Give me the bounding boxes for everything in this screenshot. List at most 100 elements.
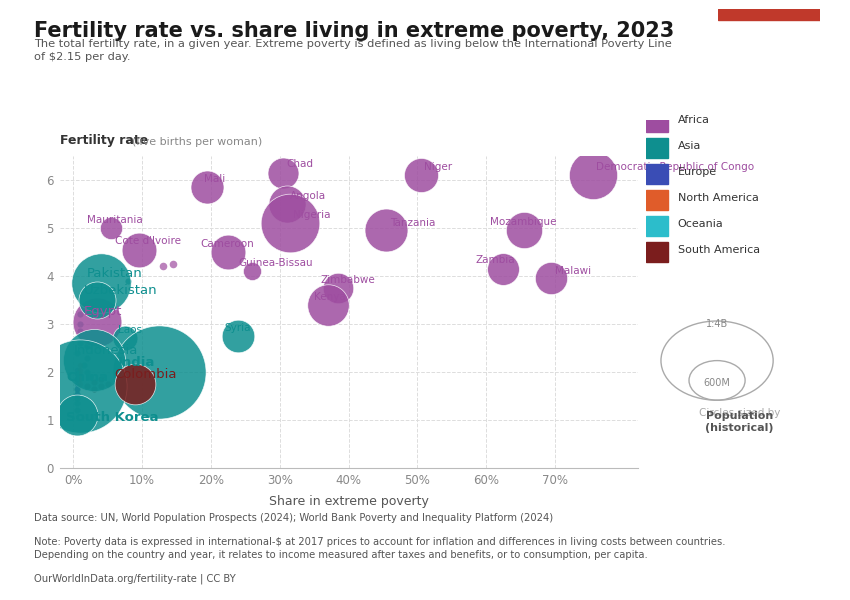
Text: Malawi: Malawi	[555, 266, 591, 275]
Text: (live births per woman): (live births per woman)	[132, 137, 262, 147]
Text: Uzbekistan: Uzbekistan	[83, 284, 157, 296]
Point	[132, 245, 145, 254]
Point	[517, 226, 530, 235]
Point	[280, 199, 293, 209]
Point	[91, 317, 105, 326]
Text: North America: North America	[677, 193, 759, 203]
Text: Chad: Chad	[286, 160, 314, 169]
Point	[152, 367, 166, 377]
Point	[283, 218, 297, 228]
Point	[105, 223, 118, 233]
Text: Population
(historical): Population (historical)	[706, 411, 774, 433]
Text: Colombia: Colombia	[115, 368, 177, 381]
Text: Cameroon: Cameroon	[201, 239, 254, 249]
Text: Nigeria: Nigeria	[293, 211, 331, 220]
Text: Pakistan: Pakistan	[87, 267, 143, 280]
Point	[73, 382, 87, 391]
Point	[76, 360, 90, 370]
Point	[83, 372, 97, 382]
Text: South Korea: South Korea	[66, 411, 159, 424]
Point	[70, 389, 83, 398]
Point	[70, 398, 83, 408]
Point	[80, 367, 94, 377]
Point	[70, 365, 83, 374]
Point	[221, 247, 235, 257]
Point	[94, 382, 108, 391]
Point	[156, 262, 169, 271]
Text: Zambia: Zambia	[476, 256, 515, 265]
Text: Oceania: Oceania	[677, 219, 723, 229]
Text: Niger: Niger	[424, 162, 452, 172]
Text: Syria: Syria	[224, 323, 251, 332]
Text: Egypt: Egypt	[83, 305, 122, 318]
Point	[70, 389, 83, 398]
Point	[87, 377, 100, 386]
Text: Data source: UN, World Population Prospects (2024); World Bank Poverty and Inequ: Data source: UN, World Population Prospe…	[34, 513, 553, 523]
Point	[118, 334, 132, 343]
Point	[167, 259, 180, 269]
Point	[128, 379, 142, 389]
Text: Note: Poverty data is expressed in international-$ at 2017 prices to account for: Note: Poverty data is expressed in inter…	[34, 537, 726, 560]
Point	[87, 384, 100, 394]
Point	[73, 360, 87, 370]
Text: OurWorldInData.org/fertility-rate | CC BY: OurWorldInData.org/fertility-rate | CC B…	[34, 573, 235, 583]
Text: Europe: Europe	[677, 167, 717, 177]
Point	[73, 326, 87, 336]
Point	[70, 394, 83, 403]
Point	[87, 355, 100, 365]
Text: Angola: Angola	[290, 191, 326, 201]
Text: Guinea-Bissau: Guinea-Bissau	[238, 259, 313, 268]
Text: in Data: in Data	[748, 49, 790, 59]
Point	[70, 374, 83, 384]
Text: Fertility rate vs. share living in extreme poverty, 2023: Fertility rate vs. share living in extre…	[34, 21, 674, 41]
Point	[70, 370, 83, 379]
Bar	[646, 164, 668, 184]
Text: Fertility rate: Fertility rate	[60, 134, 148, 147]
Point	[545, 274, 558, 283]
Point	[122, 276, 135, 286]
Point	[73, 338, 87, 348]
Text: Laos: Laos	[118, 325, 142, 335]
Bar	[718, 9, 820, 20]
Point	[73, 319, 87, 329]
Text: Asia: Asia	[677, 141, 701, 151]
Bar	[646, 216, 668, 236]
Text: 1:4B: 1:4B	[706, 319, 728, 329]
Point	[101, 379, 115, 389]
Text: India: India	[118, 356, 156, 368]
Point	[73, 370, 87, 379]
Point	[414, 170, 428, 180]
Text: The total fertility rate, in a given year. Extreme poverty is defined as living : The total fertility rate, in a given yea…	[34, 39, 672, 62]
Point	[70, 406, 83, 415]
Text: China: China	[66, 371, 109, 383]
Text: 600M: 600M	[704, 378, 730, 388]
Point	[332, 283, 345, 293]
Text: Zimbabwe: Zimbabwe	[321, 275, 376, 284]
Text: Circles sized by: Circles sized by	[699, 409, 780, 418]
Text: South America: South America	[677, 245, 760, 255]
Point	[70, 379, 83, 389]
Point	[201, 182, 214, 192]
Point	[80, 341, 94, 350]
Bar	[646, 190, 668, 210]
Point	[70, 384, 83, 394]
Point	[70, 384, 83, 394]
Point	[246, 266, 259, 276]
Text: Kenya: Kenya	[314, 292, 346, 302]
Point	[91, 295, 105, 305]
Point	[70, 348, 83, 358]
Text: Mauritania: Mauritania	[87, 215, 143, 224]
Point	[496, 264, 510, 274]
Text: Our World: Our World	[740, 31, 799, 41]
Point	[80, 382, 94, 391]
Text: Cote d'Ivoire: Cote d'Ivoire	[115, 236, 180, 246]
X-axis label: Share in extreme poverty: Share in extreme poverty	[269, 495, 428, 508]
Bar	[646, 242, 668, 262]
Point	[73, 310, 87, 319]
Point	[276, 168, 290, 178]
Text: Democratic Republic of Congo: Democratic Republic of Congo	[596, 162, 754, 172]
Text: Indonesia: Indonesia	[73, 344, 138, 356]
Bar	[646, 112, 668, 132]
Text: Africa: Africa	[677, 115, 710, 125]
Point	[231, 331, 245, 341]
